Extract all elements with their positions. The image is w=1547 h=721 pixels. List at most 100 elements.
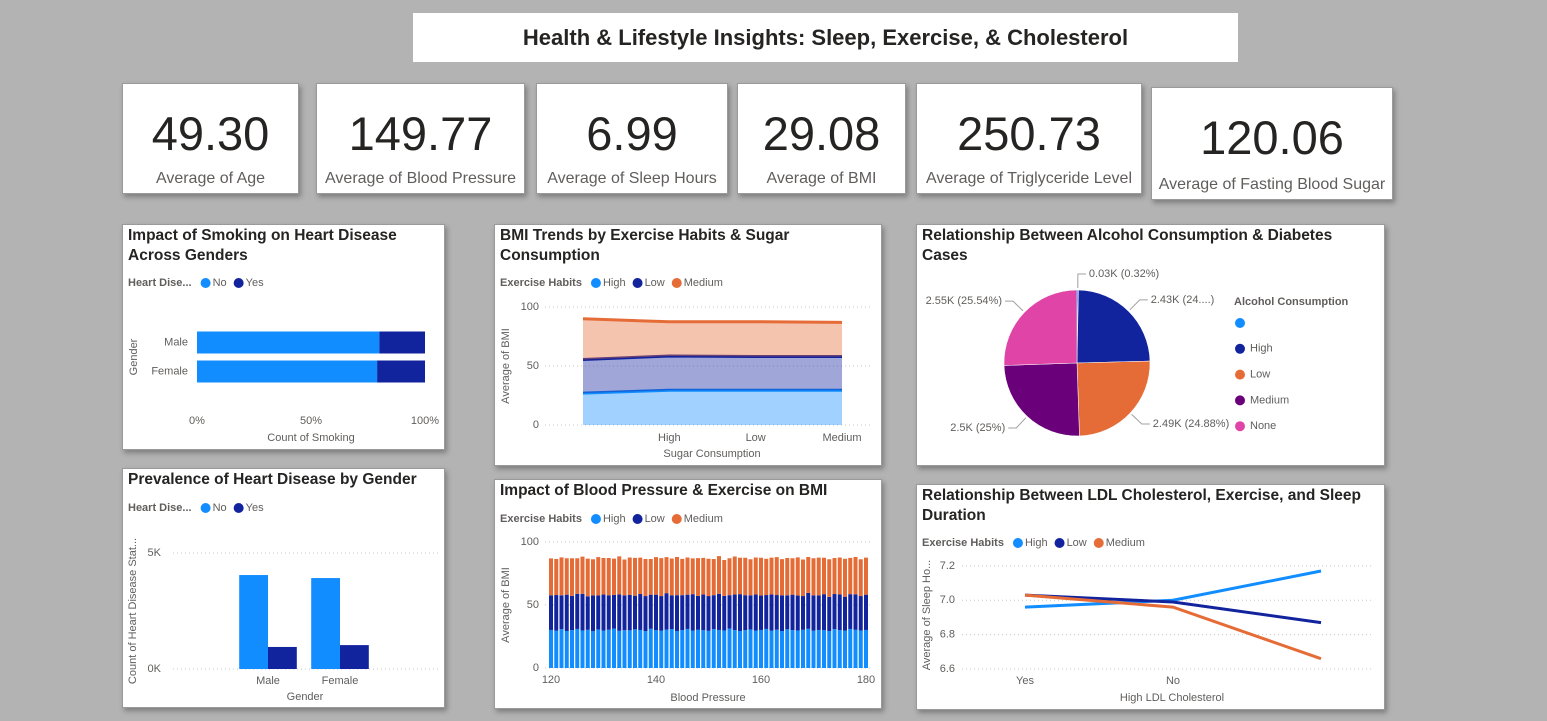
bar: [696, 595, 700, 630]
chart-title: Impact of Smoking on Heart Disease Acros…: [128, 227, 397, 264]
y-tick-label: 6.8: [940, 629, 955, 641]
bar: [822, 630, 826, 668]
y-tick-label: 6.6: [940, 663, 955, 675]
bar: [706, 630, 711, 668]
bar: [785, 595, 790, 630]
legend-title: Heart Dise...: [128, 277, 192, 289]
legend-label: None: [1250, 420, 1276, 432]
bar: [858, 630, 863, 668]
kpi-card: 149.77 Average of Blood Pressure: [316, 83, 525, 194]
bar: [858, 559, 863, 597]
bar: [680, 595, 685, 631]
bar: [659, 630, 664, 668]
bar: [764, 628, 769, 668]
bar: [806, 628, 811, 668]
line: [1024, 593, 1322, 625]
bar: [769, 594, 774, 631]
x-axis-title: Count of Smoking: [267, 432, 354, 444]
kpi-value: 120.06: [1200, 111, 1344, 164]
bar: [811, 630, 816, 668]
bar: [816, 557, 821, 596]
bar: [801, 596, 805, 630]
bar: [753, 594, 758, 631]
chart: 0.03K (0.32%) 2.43K (24....) 2.49K (24.88%…: [926, 268, 1349, 437]
x-tick-label: Female: [322, 675, 359, 687]
bar: [596, 595, 601, 630]
x-tick-label: Low: [746, 432, 766, 444]
bar: [596, 629, 601, 668]
bar: [732, 594, 737, 631]
bar: [690, 630, 695, 668]
bar: [638, 594, 643, 630]
bar: [377, 360, 425, 383]
bar: [659, 596, 664, 631]
bar: [806, 592, 811, 629]
bar: [738, 594, 742, 631]
legend-label: Yes: [246, 502, 264, 514]
bar: [711, 559, 716, 596]
bar: [575, 593, 580, 629]
bar: [816, 629, 821, 668]
bar: [680, 558, 685, 596]
line: [582, 317, 843, 324]
bar: [727, 628, 732, 668]
bar: [601, 594, 606, 631]
y-tick-label: 100: [521, 536, 539, 548]
bar: [795, 595, 800, 631]
x-axis-title: Blood Pressure: [670, 692, 745, 704]
bar: [701, 594, 706, 631]
bar: [606, 629, 611, 668]
bar: [696, 629, 700, 668]
bar: [596, 557, 601, 596]
y-tick-label: 5K: [148, 547, 162, 559]
line: [1024, 569, 1322, 609]
x-tick-label: 0%: [189, 415, 205, 427]
x-tick-label: No: [1166, 675, 1180, 687]
legend-title: Exercise Habits: [500, 277, 582, 289]
bar: [727, 558, 732, 596]
legend-label: Medium: [1250, 394, 1289, 406]
bar: [606, 558, 611, 596]
header-title: Health & Lifestyle Insights: Sleep, Exer…: [413, 13, 1238, 62]
bar: [564, 630, 569, 668]
legend-label: Medium: [684, 277, 723, 289]
kpi-card: 49.30 Average of Age: [122, 83, 299, 194]
bar: [591, 595, 595, 632]
bar: [727, 595, 732, 629]
legend-marker: [233, 278, 244, 288]
bar: [790, 594, 795, 631]
legend-marker: [200, 503, 211, 513]
line: [582, 354, 842, 362]
bar: [585, 596, 590, 630]
chart-panel: 0.03K (0.32%) 2.43K (24....) 2.49K (24.88%…: [916, 224, 1385, 466]
chart-panel: Heart Dise... No Yes Count of Smoking Gender…: [122, 224, 445, 450]
chart-title: Relationship Between LDL Cholesterol, Ex…: [922, 487, 1362, 524]
bar: [564, 558, 569, 595]
chart: Exercise Habits High Low Medium Blood Pressu…: [500, 513, 875, 704]
bar: [617, 594, 622, 631]
chart-title: Relationship Between Alcohol Consumption…: [922, 227, 1333, 264]
bar: [827, 559, 832, 597]
bar: [559, 595, 564, 630]
bar: [853, 629, 858, 668]
bar: [843, 630, 847, 668]
bar: [795, 630, 800, 668]
chart-panel: Heart Dise... No Yes Gender Count of Heart D…: [122, 468, 445, 708]
bar: [753, 630, 758, 668]
x-tick-label: Medium: [822, 432, 861, 444]
bar: [601, 558, 606, 595]
bar: [685, 594, 690, 629]
bar: [675, 595, 679, 631]
legend-label: Low: [645, 513, 665, 525]
legend-label: High: [1250, 343, 1273, 355]
bar: [864, 594, 868, 630]
line: [582, 388, 842, 395]
bar: [638, 629, 643, 668]
x-tick-label: 160: [752, 674, 770, 686]
legend-marker: [200, 278, 211, 288]
legend-title: Exercise Habits: [922, 537, 1004, 549]
bar: [664, 593, 669, 630]
bar: [790, 630, 795, 668]
bar: [654, 630, 658, 668]
y-axis-title: Average of BMI: [500, 567, 512, 643]
